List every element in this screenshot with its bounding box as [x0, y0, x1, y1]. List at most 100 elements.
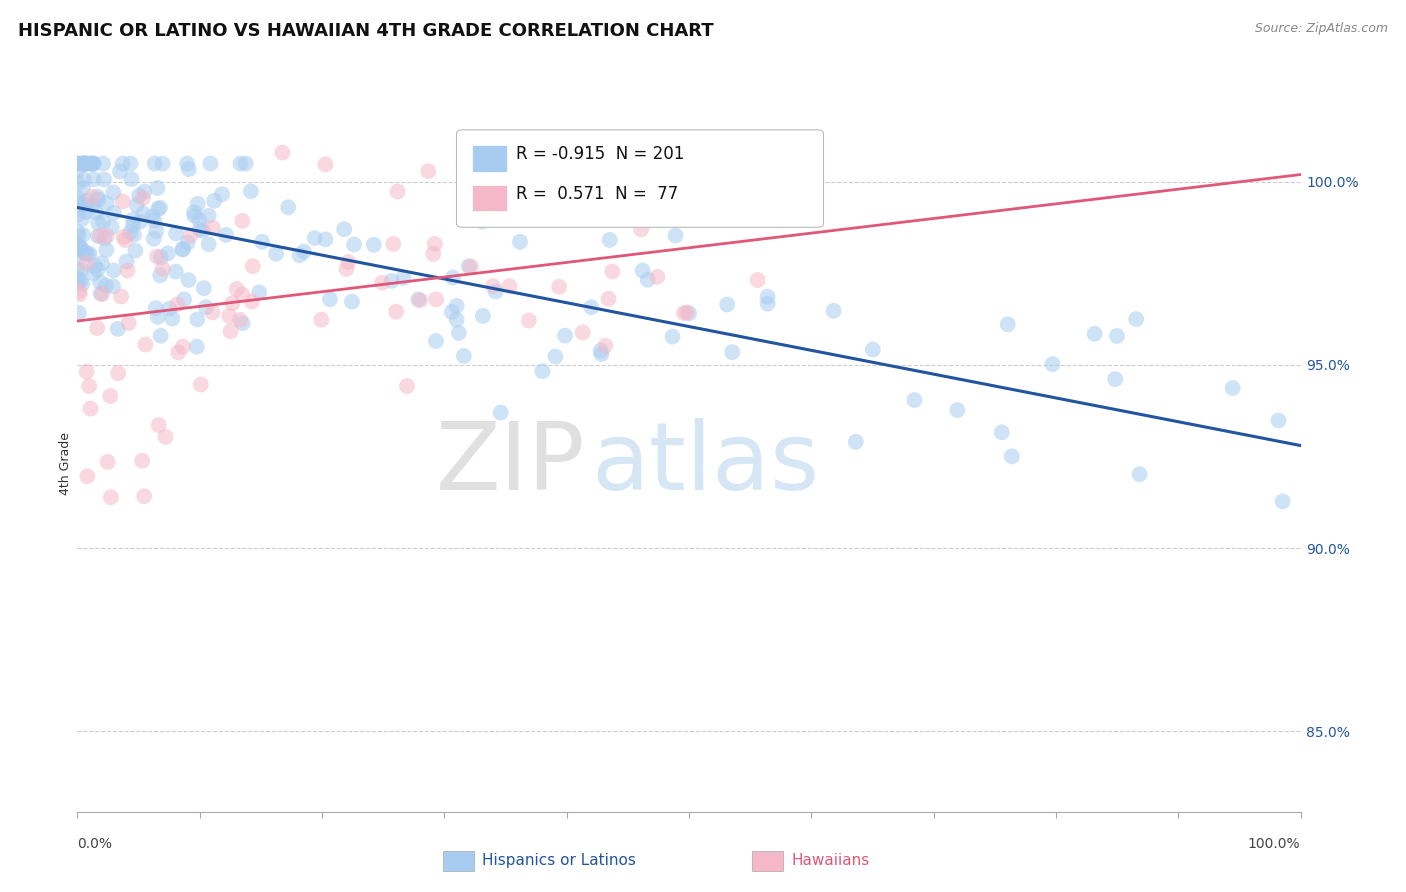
Point — [381, 274, 404, 288]
FancyBboxPatch shape — [457, 130, 824, 227]
Point — [990, 425, 1012, 440]
Point — [716, 297, 738, 311]
Point — [277, 200, 299, 214]
Point — [82, 156, 104, 170]
Point — [190, 377, 212, 392]
Point — [672, 306, 695, 320]
Point — [103, 206, 125, 220]
Point — [155, 430, 177, 444]
Point — [103, 263, 125, 277]
Point — [70, 262, 93, 277]
Point — [197, 209, 219, 223]
Point — [86, 321, 108, 335]
Point — [66, 271, 89, 285]
Point — [385, 304, 408, 318]
Point — [111, 194, 134, 209]
Point — [93, 231, 115, 245]
Point — [89, 276, 111, 290]
Point — [159, 301, 181, 316]
Point — [145, 224, 167, 238]
Point — [149, 201, 172, 215]
Point — [188, 222, 211, 236]
Point — [75, 198, 97, 212]
Point — [108, 164, 131, 178]
Point — [240, 294, 263, 309]
Point — [176, 235, 198, 250]
Point — [90, 256, 112, 270]
Point — [311, 312, 333, 326]
Point — [122, 212, 145, 227]
Point — [134, 337, 156, 351]
Text: ZIP: ZIP — [436, 417, 585, 510]
Point — [661, 329, 683, 343]
Point — [82, 156, 104, 170]
Point — [1129, 467, 1152, 482]
Point — [110, 289, 132, 303]
Point — [72, 181, 94, 195]
Point — [128, 188, 150, 202]
Point — [1042, 357, 1064, 371]
Point — [75, 256, 97, 270]
Point — [571, 326, 593, 340]
Point — [517, 313, 540, 327]
Point — [66, 208, 89, 222]
Point — [187, 197, 209, 211]
Point — [134, 489, 156, 503]
Point — [172, 242, 194, 256]
Point — [823, 304, 845, 318]
Point — [671, 203, 693, 218]
Point — [90, 286, 112, 301]
Point — [647, 269, 669, 284]
Point — [67, 191, 90, 205]
Point — [193, 281, 215, 295]
Point — [146, 202, 169, 216]
Point — [264, 246, 287, 260]
Point — [89, 228, 111, 243]
Point — [114, 233, 136, 247]
Point — [66, 198, 89, 212]
Point — [72, 156, 94, 170]
Point — [672, 145, 695, 160]
Point — [143, 156, 166, 170]
Point — [76, 365, 98, 379]
Y-axis label: 4th Grade: 4th Grade — [59, 433, 72, 495]
Point — [333, 222, 356, 236]
Point — [446, 312, 468, 326]
Point — [314, 157, 336, 171]
Point — [152, 156, 174, 170]
Point — [447, 326, 470, 340]
Point — [382, 236, 405, 251]
Point — [157, 246, 180, 260]
Point — [215, 227, 238, 242]
Point — [66, 225, 89, 239]
Point — [441, 270, 464, 285]
Point — [250, 235, 273, 249]
Point — [997, 318, 1019, 332]
Point — [115, 254, 138, 268]
Point — [408, 293, 430, 307]
Point — [143, 213, 166, 227]
Point — [796, 205, 818, 219]
Point — [122, 227, 145, 242]
Point — [173, 293, 195, 307]
Point — [946, 403, 969, 417]
Point — [460, 260, 482, 274]
Point — [191, 223, 214, 237]
Point — [637, 273, 659, 287]
Point — [86, 262, 108, 277]
Point — [395, 379, 418, 393]
Point — [231, 214, 253, 228]
Point — [69, 240, 91, 254]
FancyBboxPatch shape — [472, 145, 506, 171]
Point — [247, 285, 270, 300]
Point — [676, 305, 699, 319]
Point — [111, 156, 134, 170]
Point — [242, 259, 264, 273]
Text: R = -0.915  N = 201: R = -0.915 N = 201 — [516, 145, 685, 163]
Point — [756, 296, 779, 310]
Point — [107, 322, 129, 336]
Point — [423, 236, 446, 251]
Point — [79, 156, 101, 170]
Point — [148, 418, 170, 433]
Point — [165, 227, 187, 241]
